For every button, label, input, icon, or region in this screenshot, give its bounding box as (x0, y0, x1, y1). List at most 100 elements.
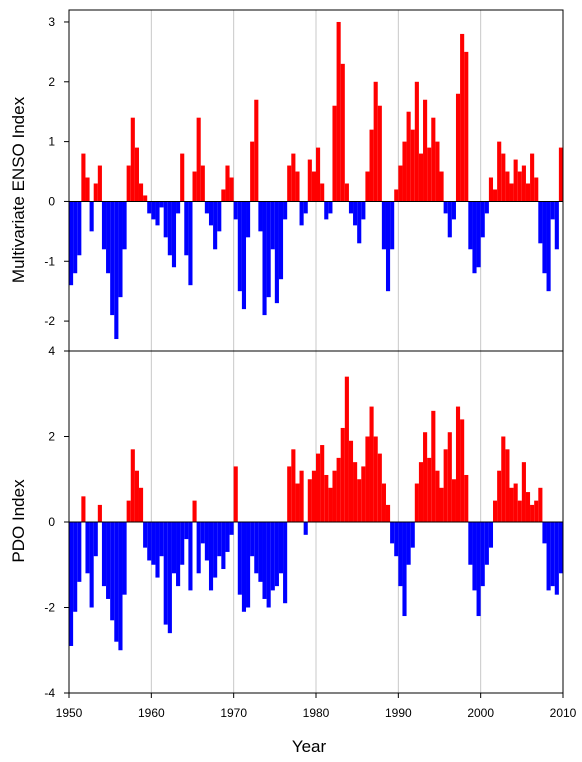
pdo-bar (484, 522, 489, 565)
pdo-bar (423, 432, 428, 522)
enso-bar (340, 63, 345, 202)
pdo-bar (291, 449, 296, 522)
pdo-bar (200, 522, 205, 544)
enso-bar (460, 33, 465, 202)
enso-bar (344, 183, 349, 202)
pdo-bar (509, 487, 514, 522)
pdo-bar (365, 436, 370, 522)
pdo-bar (390, 522, 395, 544)
enso-bar (410, 129, 415, 202)
enso-y-ticks: -2 -1 0 1 2 3 (44, 15, 69, 328)
pdo-bar (81, 496, 86, 522)
enso-bar (385, 201, 391, 292)
enso-bar (200, 165, 205, 202)
enso-bar (472, 201, 477, 274)
enso-bar (328, 201, 333, 214)
pdo-bar (340, 427, 345, 522)
enso-bar (484, 201, 489, 214)
pdo-bar (147, 522, 152, 561)
pdo-bar (106, 522, 111, 599)
enso-bar (431, 117, 436, 202)
pdo-bar (324, 474, 329, 522)
y-tick-label: -2 (44, 314, 55, 328)
enso-bar (476, 201, 481, 268)
enso-bar (530, 153, 535, 202)
pdo-bar (361, 466, 366, 522)
pdo-x-ticks: 1950 1960 1970 1980 1990 2000 2010 (56, 693, 577, 720)
pdo-bar (77, 522, 82, 582)
enso-bar (542, 201, 547, 274)
enso-bar (155, 201, 160, 226)
enso-y-axis-label: Multivariate ENSO Index (9, 96, 28, 283)
pdo-bar (188, 522, 193, 591)
pdo-bar (274, 522, 279, 587)
enso-bar (258, 201, 263, 232)
pdo-bar (538, 487, 543, 522)
pdo-bar (184, 522, 189, 540)
pdo-bar (373, 436, 378, 522)
y-tick-label: -4 (44, 686, 55, 700)
enso-bar (418, 153, 424, 202)
enso-bar (229, 177, 234, 202)
pdo-bar (213, 522, 218, 578)
enso-bar (188, 201, 193, 286)
pdo-bar (250, 522, 255, 557)
pdo-bar (460, 419, 465, 522)
pdo-bar (122, 522, 127, 595)
enso-bar (225, 165, 230, 202)
enso-bar (332, 105, 337, 202)
pdo-bar (283, 522, 288, 604)
pdo-bar (357, 479, 362, 522)
enso-bar (381, 201, 386, 250)
enso-bar (311, 171, 316, 202)
pdo-bar (480, 522, 485, 587)
pdo-bar (126, 500, 131, 522)
pdo-bar (307, 479, 312, 522)
pdo-bar (217, 522, 222, 557)
enso-bar (295, 171, 300, 202)
pdo-bar (114, 522, 119, 642)
x-tick-label: 1980 (303, 706, 330, 720)
pdo-bar (97, 504, 102, 522)
enso-bar (303, 201, 308, 214)
pdo-bar (410, 522, 415, 548)
pdo-bar (550, 522, 555, 587)
pdo-bar (233, 466, 238, 522)
enso-bar (550, 201, 555, 220)
pdo-bar (254, 522, 259, 574)
pdo-bar (377, 453, 382, 522)
pdo-bar (530, 504, 535, 522)
pdo-bar (398, 522, 403, 587)
enso-bar (192, 171, 197, 202)
enso-bar (147, 201, 152, 214)
pdo-bar (435, 470, 440, 522)
enso-bar (89, 201, 94, 232)
enso-bar (110, 201, 115, 316)
enso-bar (250, 141, 255, 202)
enso-bar (283, 201, 288, 220)
enso-bar (406, 111, 411, 202)
x-tick-label: 1960 (138, 706, 165, 720)
pdo-bar (513, 483, 518, 522)
enso-bar (126, 165, 131, 202)
pdo-bar (143, 522, 148, 548)
enso-bar (101, 201, 107, 250)
enso-bar (69, 201, 74, 286)
enso-bar (455, 93, 461, 202)
pdo-bar (418, 462, 424, 522)
pdo-bar (468, 522, 473, 565)
pdo-bar (394, 522, 399, 557)
enso-bar (554, 201, 559, 250)
enso-bar (122, 201, 127, 250)
y-tick-label: 1 (48, 135, 55, 149)
enso-bar (493, 189, 498, 202)
pdo-y-axis-label: PDO Index (9, 479, 28, 563)
pdo-bar (118, 522, 123, 651)
enso-bar (208, 201, 214, 226)
enso-bar (106, 201, 111, 274)
enso-bar (307, 159, 312, 202)
x-axis-label: Year (292, 737, 327, 756)
pdo-bar (299, 470, 304, 522)
enso-bar (291, 153, 296, 202)
pdo-bar (493, 500, 498, 522)
